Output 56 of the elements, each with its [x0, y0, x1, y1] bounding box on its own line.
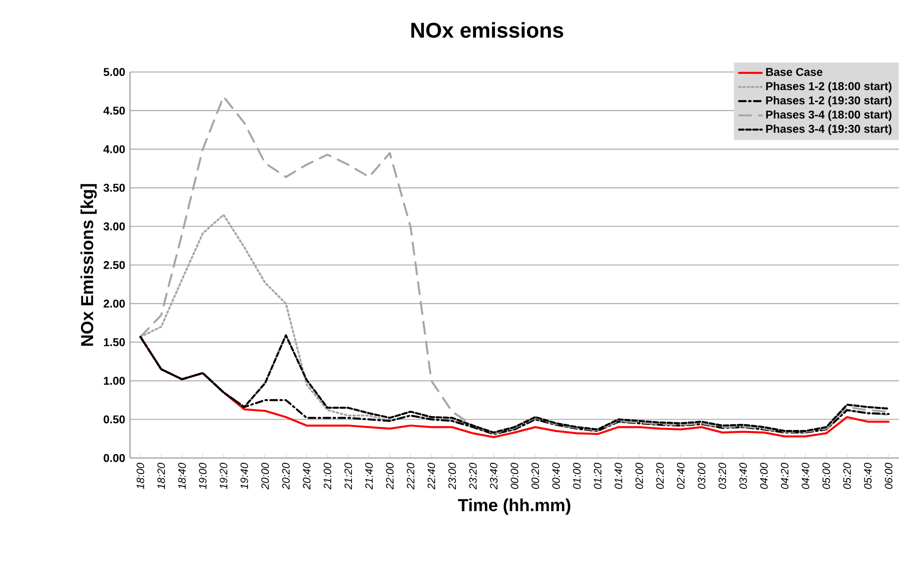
chart-title: NOx emissions	[411, 22, 564, 38]
y-tick-label: 2.50	[104, 260, 125, 269]
x-tick-label: 00:00	[510, 462, 518, 489]
y-axis-title: NOx Emissions [kg]	[80, 184, 97, 346]
x-tick-label: 05:40	[864, 462, 872, 489]
x-tick-label: 23:40	[490, 462, 498, 490]
y-tick-label: 2.00	[104, 300, 125, 308]
y-tick-label: 4.50	[103, 106, 125, 115]
legend-label: Phases 1-2 (18:00 start)	[766, 82, 892, 92]
x-tick-label: 18:40	[178, 462, 186, 490]
y-tick-label: 1.00	[104, 376, 125, 385]
x-tick-label: 01:00	[573, 462, 581, 489]
legend-label: Phases 1-2 (19:30 start)	[766, 96, 892, 107]
legend-label: Base Case	[766, 68, 822, 76]
x-tick-label: 03:00	[698, 462, 706, 489]
x-axis-title: Time (hh.mm)	[458, 498, 570, 515]
x-tick-label: 22:00	[386, 462, 394, 490]
x-tick-label: 19:20	[220, 462, 228, 490]
x-tick-label: 01:20	[594, 462, 602, 489]
x-tick-label: 23:00	[448, 462, 456, 490]
x-tick-label: 01:40	[614, 462, 622, 489]
x-tick-label: 19:00	[198, 462, 207, 490]
y-tick-label: 5.00	[104, 68, 125, 76]
x-tick-label: 19:40	[240, 462, 248, 490]
x-tick-label: 20:40	[302, 462, 310, 490]
y-tick-label: 0.50	[104, 415, 125, 424]
x-tick-label: 05:00	[822, 462, 830, 489]
x-tick-label: 06:00	[884, 462, 892, 489]
y-tick-label: 1.50	[104, 338, 125, 346]
x-tick-label: 05:20	[843, 462, 851, 489]
x-tick-label: 20:00	[261, 462, 269, 490]
y-tick-label: 4.00	[103, 145, 125, 154]
y-tick-label: 3.50	[103, 184, 125, 192]
x-tick-label: 23:20	[469, 462, 477, 490]
x-tick-label: 22:40	[428, 462, 436, 490]
x-tick-label: 03:40	[739, 462, 747, 489]
x-tick-label: 21:00	[324, 462, 332, 490]
x-tick-label: 00:20	[532, 462, 540, 489]
x-tick-label: 04:40	[802, 462, 810, 489]
x-tick-label: 02:20	[656, 462, 664, 489]
x-tick-label: 02:40	[677, 462, 685, 489]
x-tick-label: 04:20	[780, 462, 788, 489]
x-tick-label: 00:40	[552, 462, 560, 489]
x-tick-label: 21:40	[365, 462, 373, 490]
x-tick-label: 03:20	[718, 462, 726, 489]
x-tick-label: 22:20	[406, 462, 414, 490]
x-tick-label: 02:00	[635, 462, 643, 489]
legend-label: Phases 3-4 (19:30 start)	[766, 124, 892, 136]
legend-label: Phases 3-4 (18:00 start)	[766, 110, 892, 121]
x-tick-label: 04:00	[760, 462, 768, 489]
x-tick-label: 20:20	[282, 462, 290, 490]
x-tick-label: 18:20	[157, 462, 165, 490]
x-tick-label: 21:20	[344, 462, 352, 490]
y-tick-label: 3.00	[103, 222, 125, 230]
x-tick-label: 18:00	[136, 462, 144, 490]
y-tick-label: 0.00	[104, 454, 125, 462]
